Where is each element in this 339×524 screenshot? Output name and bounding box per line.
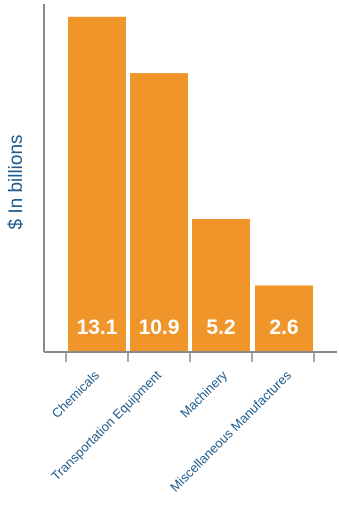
bars-layer: 13.1 10.9 5.2 2.6	[68, 16, 313, 353]
x-axis-ticks	[65, 352, 315, 362]
bar-0	[68, 16, 126, 352]
bar-1	[130, 73, 188, 353]
bar-3	[255, 285, 313, 352]
x-tick-label-1: Transportation Equipment	[48, 367, 164, 483]
y-axis-label: $ In billions	[6, 134, 27, 229]
data-label-1: 10.9	[139, 316, 180, 339]
data-label-2: 5.2	[206, 316, 235, 339]
data-label-0: 13.1	[77, 316, 118, 339]
x-tick-label-0: Chemicals	[49, 367, 103, 421]
x-tick-label-3: Miscellaneous Manufactures	[167, 367, 294, 494]
data-label-3: 2.6	[269, 316, 298, 339]
bar-2	[192, 218, 250, 352]
x-tick-label-2: Machinery	[177, 367, 230, 420]
